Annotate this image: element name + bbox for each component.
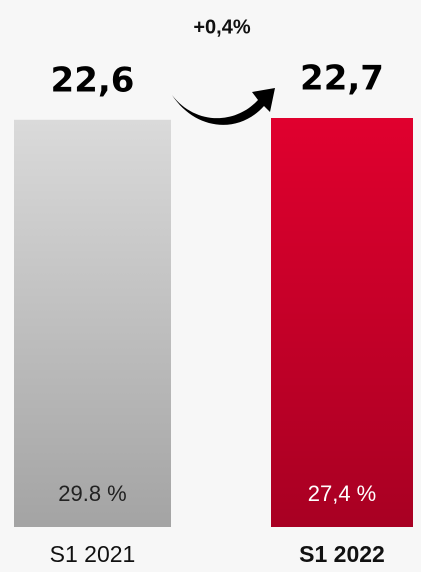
bar-shade [271, 118, 413, 527]
inner-label: 27,4 % [308, 481, 377, 506]
inner-label: 29.8 % [58, 481, 127, 506]
annotation: +0,4% [193, 16, 250, 38]
category-label: S1 2022 [299, 541, 385, 567]
value-label: 22,6 [51, 60, 135, 100]
category-label: S1 2021 [50, 541, 136, 567]
arrow [172, 88, 275, 125]
bar-shade [14, 119, 171, 528]
value-label: 22,7 [300, 59, 384, 99]
